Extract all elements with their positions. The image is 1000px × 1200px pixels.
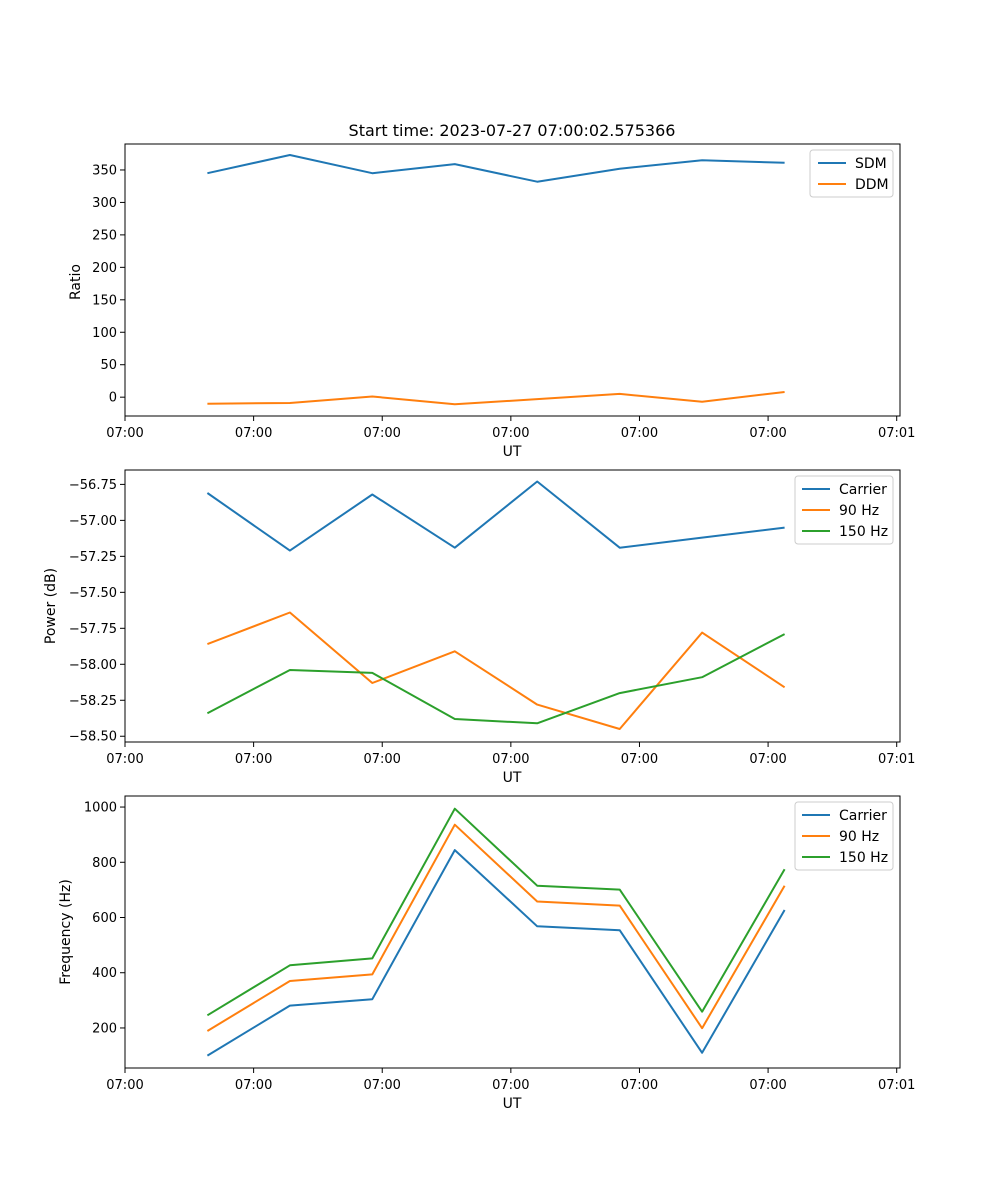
x-tick-label: 07:00 [106,752,143,767]
frequency-x-axis-label: UT [503,1096,522,1112]
x-tick-label: 07:00 [106,426,143,441]
x-tick-label: 07:00 [621,1078,658,1093]
chart-title: Start time: 2023-07-27 07:00:02.575366 [349,121,676,140]
series-line-sdm [207,154,785,183]
series-line-90hz [206,823,786,1032]
y-tick-label: −58.50 [69,730,117,745]
ratio-y-axis-label: Ratio [68,264,84,300]
series-line-carrier [206,849,786,1057]
series-line-ddm [207,391,785,406]
power-x-ticks: 07:00 07:00 07:00 07:00 07:00 07:00 07:01 [106,742,915,767]
frequency-x-ticks: 07:00 07:00 07:00 07:00 07:00 07:00 07:01 [106,1068,915,1093]
frequency-y-axis-label: Frequency (Hz) [58,879,74,985]
y-tick-label: −57.00 [69,514,117,529]
frequency-legend-box [794,801,894,871]
ratio-panel: Start time: 2023-07-27 07:00:02.575366 0… [68,121,915,460]
power-y-ticks: −58.50 −58.25 −58.00 −57.75 −57.50 −57.25 −57.… [69,478,125,745]
x-tick-label: 07:00 [749,752,786,767]
series-line-carrier [206,480,785,552]
ratio-y-ticks: 0 50 100 150 200 250 300 350 [92,163,125,406]
x-tick-label: 07:00 [235,426,272,441]
frequency-y-ticks: 200 400 600 800 1000 [84,801,125,1036]
y-tick-label: 0 [109,391,117,406]
ratio-series-layer [207,154,785,406]
legend-label-ddm: DDM [855,177,889,193]
legend-label-150hz: 150 Hz [839,850,888,866]
y-tick-label: 800 [92,856,117,871]
x-tick-label: 07:01 [878,752,915,767]
series-line-90hz [207,611,786,730]
frequency-axes-frame [124,795,901,1069]
legend-label-90hz: 90 Hz [839,829,879,845]
ratio-axes-frame [124,143,901,417]
ratio-x-ticks: 07:00 07:00 07:00 07:00 07:00 07:00 07:01 [106,416,915,441]
x-tick-label: 07:00 [106,1078,143,1093]
power-y-axis-label: Power (dB) [43,568,59,644]
x-tick-label: 07:00 [363,426,400,441]
x-tick-label: 07:00 [621,426,658,441]
x-tick-label: 07:00 [492,426,529,441]
x-tick-label: 07:01 [878,426,915,441]
x-tick-label: 07:00 [235,1078,272,1093]
y-tick-label: 1000 [84,801,117,816]
legend-label-carrier: Carrier [839,482,887,498]
y-tick-label: 50 [100,358,117,373]
ratio-x-axis-label: UT [503,444,522,460]
power-panel: 07:00 07:00 07:00 07:00 07:00 07:00 07:01 −58.… [43,469,915,786]
y-tick-label: −58.00 [69,658,117,673]
power-legend: Carrier 90 Hz 150 Hz [794,475,894,545]
x-tick-label: 07:00 [749,426,786,441]
frequency-panel: 07:00 07:00 07:00 07:00 07:00 07:00 07:01 200 4… [58,795,915,1112]
power-legend-box [794,475,894,545]
x-tick-label: 07:00 [363,752,400,767]
frequency-legend: Carrier 90 Hz 150 Hz [794,801,894,871]
series-line-150hz [206,633,786,725]
x-tick-label: 07:00 [235,752,272,767]
y-tick-label: 150 [92,293,117,308]
x-tick-label: 07:00 [621,752,658,767]
ratio-legend-box [809,149,894,198]
y-tick-label: 350 [92,163,117,178]
ratio-legend: SDM DDM [809,149,894,198]
power-axes-frame [124,469,901,743]
x-tick-label: 07:00 [749,1078,786,1093]
y-tick-label: 400 [92,966,117,981]
power-x-axis-label: UT [503,770,522,786]
x-tick-label: 07:00 [492,752,529,767]
y-tick-label: −57.25 [69,550,117,565]
legend-label-sdm: SDM [855,156,887,172]
y-tick-label: −57.50 [69,586,117,601]
frequency-series-layer [206,807,786,1057]
legend-label-150hz: 150 Hz [839,524,888,540]
y-tick-label: 100 [92,326,117,341]
y-tick-label: −56.75 [69,478,117,493]
x-tick-label: 07:00 [363,1078,400,1093]
series-line-150hz [206,807,786,1017]
y-tick-label: 200 [92,261,117,276]
x-tick-label: 07:00 [492,1078,529,1093]
y-tick-label: −58.25 [69,694,117,709]
power-series-layer [206,480,786,730]
x-tick-label: 07:01 [878,1078,915,1093]
y-tick-label: 200 [92,1021,117,1036]
y-tick-label: 600 [92,911,117,926]
y-tick-label: 300 [92,196,117,211]
legend-label-carrier: Carrier [839,808,887,824]
y-tick-label: 250 [92,228,117,243]
legend-label-90hz: 90 Hz [839,503,879,519]
y-tick-label: −57.75 [69,622,117,637]
